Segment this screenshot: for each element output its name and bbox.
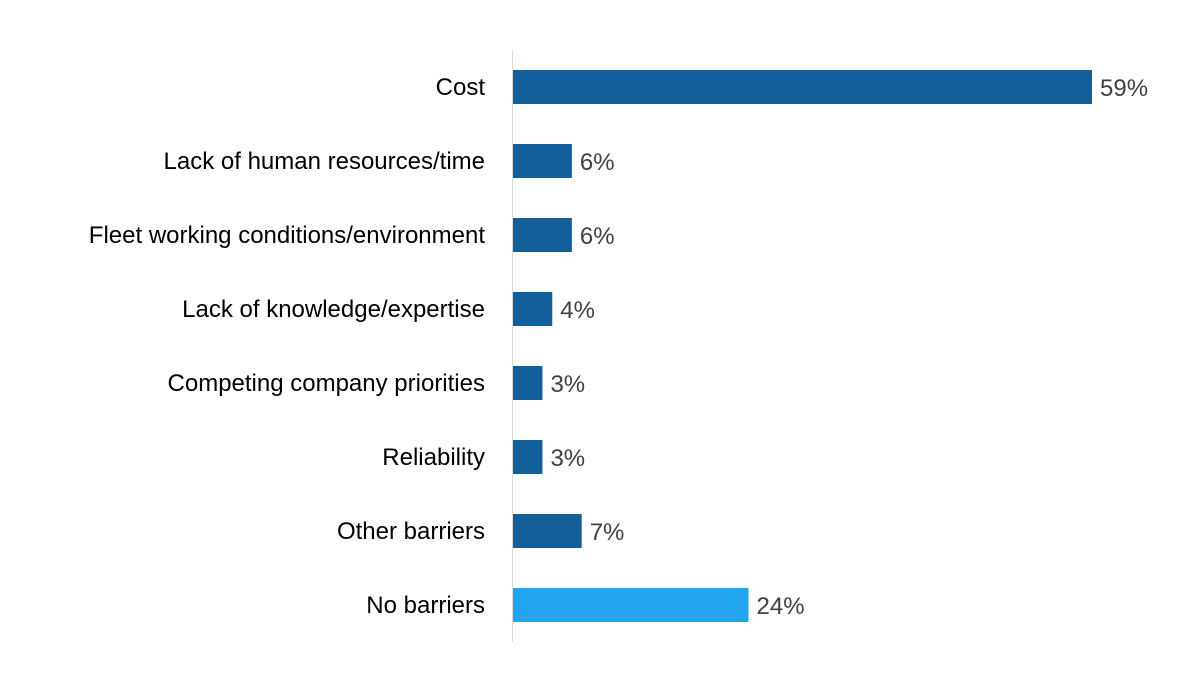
- bar: [513, 70, 1092, 104]
- category-label: Lack of human resources/time: [164, 148, 485, 175]
- category-label: Other barriers: [337, 518, 485, 545]
- bar: [513, 366, 543, 400]
- data-label: 6%: [580, 223, 615, 250]
- category-label: Fleet working conditions/environment: [89, 222, 486, 249]
- data-label: 7%: [590, 519, 625, 546]
- category-label: Lack of knowledge/expertise: [182, 296, 485, 323]
- bar: [513, 440, 543, 474]
- data-label: 59%: [1100, 75, 1148, 102]
- data-label: 4%: [560, 297, 595, 324]
- bar: [513, 514, 582, 548]
- category-label: No barriers: [366, 592, 485, 619]
- data-label: 6%: [580, 149, 615, 176]
- bar: [513, 144, 572, 178]
- category-label: Cost: [436, 74, 486, 101]
- data-label: 3%: [550, 371, 585, 398]
- bar: [513, 292, 553, 326]
- bar: [513, 588, 749, 622]
- category-label: Competing company priorities: [168, 370, 485, 397]
- data-label: 3%: [550, 445, 585, 472]
- bar: [513, 218, 572, 252]
- category-label: Reliability: [382, 444, 485, 471]
- data-label: 24%: [757, 593, 805, 620]
